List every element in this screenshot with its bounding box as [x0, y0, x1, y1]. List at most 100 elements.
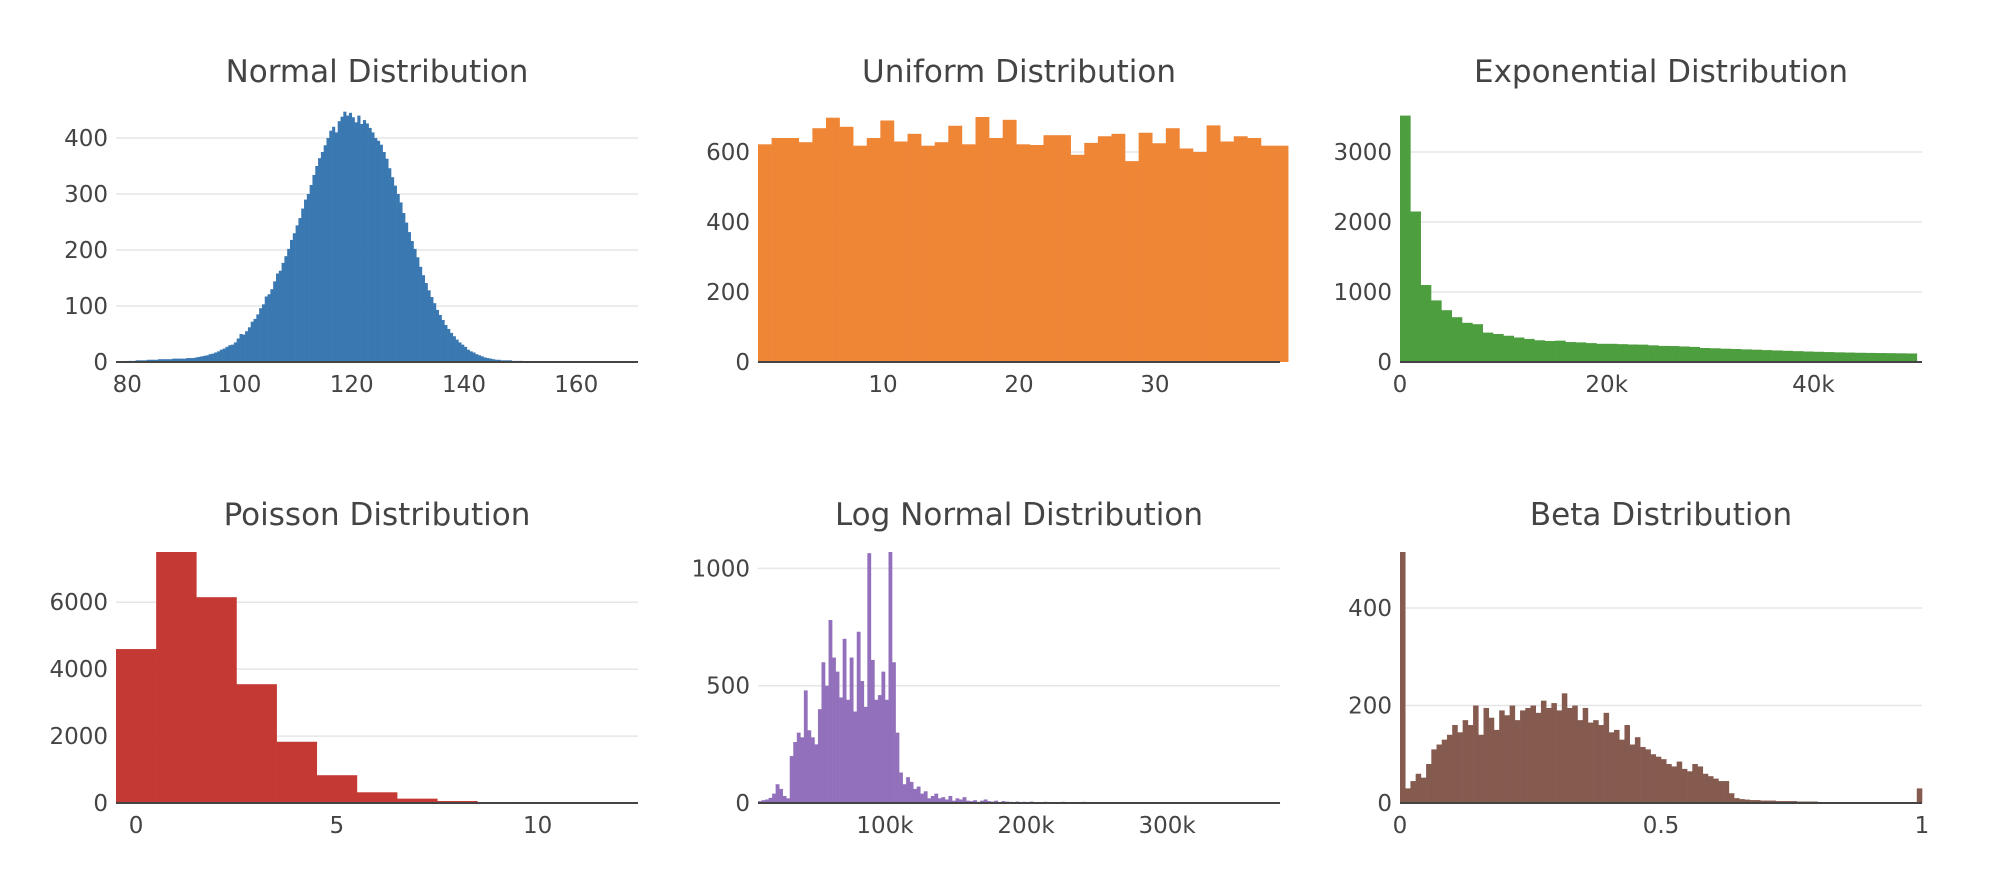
histogram-bar: [217, 351, 221, 362]
histogram-bar: [211, 353, 215, 362]
histogram-bar: [469, 351, 473, 362]
histogram-bar: [1400, 552, 1406, 803]
x-tick-label: 20: [1004, 372, 1033, 398]
histogram-bar: [461, 344, 465, 362]
histogram-bar: [242, 334, 246, 362]
histogram-bar: [975, 117, 990, 362]
histogram-bar: [405, 222, 409, 362]
histogram-bar: [1875, 353, 1887, 362]
histogram-bar: [1741, 349, 1752, 362]
histogram-bar: [1844, 352, 1856, 362]
histogram-bar: [444, 325, 448, 362]
histogram-bar: [208, 354, 212, 362]
histogram-bar: [214, 352, 218, 362]
histogram-bar: [169, 359, 173, 362]
histogram-bar: [419, 266, 423, 362]
histogram-bar: [1165, 128, 1180, 362]
histogram-bar: [163, 359, 167, 362]
histogram-bar: [1457, 732, 1463, 803]
histogram-bar: [1834, 352, 1845, 362]
y-tick-label: 3000: [1333, 140, 1392, 166]
histogram-bar: [435, 309, 440, 362]
histogram-bar: [489, 358, 493, 362]
histogram-bar: [1016, 144, 1031, 362]
histogram-bar: [1546, 707, 1552, 803]
x-tick-label: 30: [1140, 372, 1169, 398]
histogram-bar: [393, 185, 397, 362]
histogram-bar: [247, 327, 252, 362]
histogram-bar: [1713, 778, 1719, 803]
histogram-bar: [1629, 744, 1636, 803]
histogram-bar: [1658, 345, 1670, 362]
histogram-bar: [1138, 132, 1153, 362]
histogram-bar: [413, 248, 417, 362]
x-tick-label: 20k: [1585, 372, 1628, 398]
histogram-bar: [348, 112, 353, 362]
y-tick-label: 200: [64, 238, 108, 264]
histogram-bar: [458, 342, 462, 362]
histogram-bar: [888, 552, 893, 803]
histogram-bar: [256, 314, 260, 362]
x-tick-label: 1: [1915, 813, 1930, 839]
x-tick-label: 10: [523, 813, 552, 839]
x-tick-label: 0.5: [1643, 813, 1680, 839]
histogram-bar: [1467, 725, 1474, 803]
histogram-bar: [761, 800, 766, 803]
histogram-bar: [284, 256, 288, 362]
x-tick-label: 160: [554, 372, 598, 398]
histogram-bar: [356, 792, 398, 803]
histogram-bar: [1572, 705, 1578, 803]
y-tick-label: 4000: [49, 657, 108, 683]
histogram-bar: [357, 115, 361, 362]
x-tick-label: 0: [1393, 372, 1408, 398]
histogram-bar: [1473, 705, 1479, 803]
histogram-bar: [1509, 705, 1516, 803]
histogram-bar: [1624, 725, 1630, 803]
histogram-bar: [1452, 725, 1458, 803]
histogram-bar: [983, 799, 988, 803]
histogram-bar: [1606, 343, 1618, 362]
histogram-bar: [391, 177, 395, 362]
histogram-bar: [916, 786, 921, 803]
histogram-bar: [1751, 349, 1763, 362]
histogram-bar: [475, 354, 479, 362]
histogram-bar: [892, 662, 896, 803]
histogram-bar: [385, 158, 389, 362]
histogram-bar: [116, 649, 157, 803]
histogram-bar: [1754, 800, 1761, 803]
histogram-bar: [1405, 788, 1411, 803]
histogram-bar: [239, 334, 243, 362]
histogram-bar: [1206, 125, 1221, 363]
histogram-bar: [447, 328, 451, 362]
histogram-bar: [1885, 353, 1897, 362]
histogram-bar: [276, 741, 318, 803]
histogram-bar: [329, 130, 333, 362]
y-tick-label: 0: [1377, 350, 1392, 376]
histogram-bar: [785, 138, 800, 362]
histogram-bar: [807, 730, 812, 803]
histogram-bar: [1671, 766, 1677, 803]
histogram-bar: [817, 709, 822, 803]
histogram-bar: [478, 355, 482, 362]
histogram-bar: [1420, 285, 1432, 362]
histogram-bar: [334, 132, 339, 362]
histogram-bar: [1772, 350, 1783, 362]
histogram-bar: [346, 115, 350, 362]
histogram-bar: [906, 777, 910, 803]
y-tick-label: 600: [706, 140, 750, 166]
histogram-bar: [466, 349, 470, 362]
histogram-bar: [155, 359, 159, 362]
x-tick-label: 5: [330, 813, 345, 839]
histogram-bar: [245, 331, 249, 362]
histogram-bar: [236, 684, 277, 803]
y-tick-label: 200: [1348, 694, 1392, 720]
histogram-bar: [1577, 720, 1583, 803]
histogram-panel-1: Normal Distribution 0 100 200 300 400 80 100 120…: [64, 54, 639, 398]
histogram-bar: [1749, 800, 1756, 803]
histogram-bar: [368, 127, 372, 362]
histogram-bar: [1692, 764, 1698, 803]
histogram-bar: [312, 174, 316, 362]
histogram-bar: [1478, 734, 1484, 803]
histogram-bar: [798, 142, 813, 362]
histogram-bar: [250, 321, 254, 362]
